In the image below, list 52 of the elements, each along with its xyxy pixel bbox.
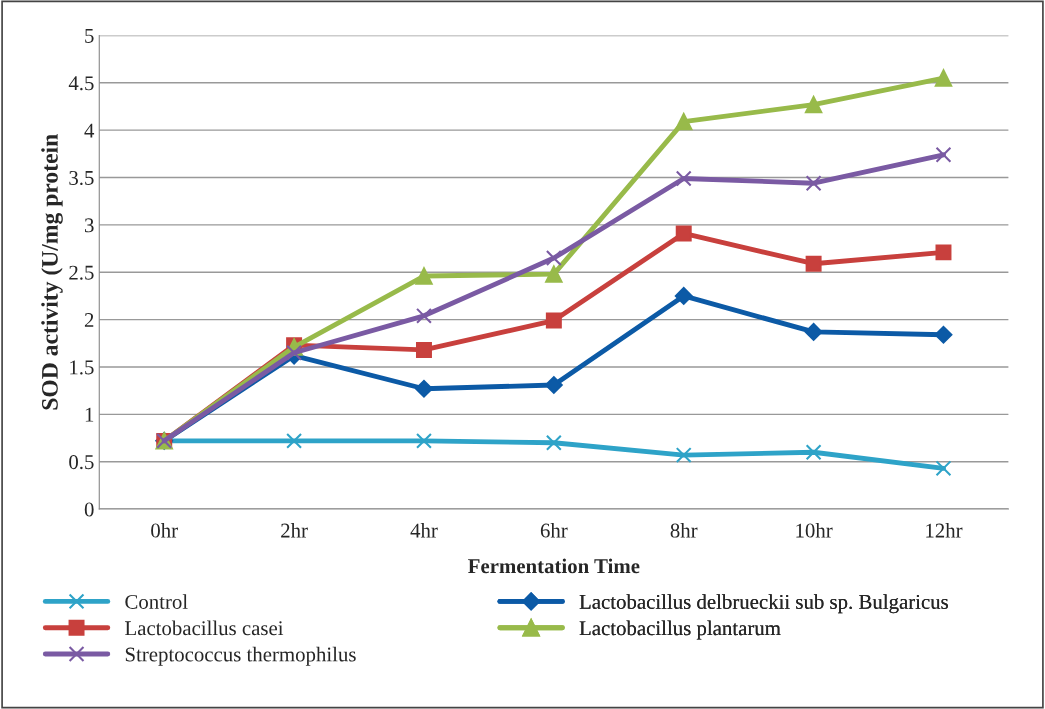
point — [545, 312, 562, 329]
point — [286, 344, 303, 361]
point — [805, 255, 822, 272]
x-tick-label: 4hr — [410, 522, 438, 538]
y-tick-label: 4.5 — [68, 76, 94, 91]
y-tick-label: 2 — [84, 313, 94, 327]
point — [545, 250, 562, 267]
point — [675, 447, 692, 464]
x-tick-label: 6hr — [540, 522, 568, 538]
point — [934, 325, 953, 344]
point — [545, 434, 562, 451]
y-tick-label: 3.5 — [69, 170, 94, 186]
y-axis-title: SOD activity (U/mg protein — [41, 134, 63, 410]
y-tick-label: 3 — [84, 218, 94, 233]
point — [415, 341, 432, 358]
legend-label: Lactobacillus delbrueckii sub sp. Bulgaricus — [579, 594, 948, 614]
point — [935, 460, 952, 477]
point — [805, 175, 822, 192]
point — [415, 379, 433, 398]
legend-label: Streptococcus thermophilus — [125, 646, 356, 666]
point — [545, 265, 563, 283]
y-tick-label: 0.5 — [69, 455, 94, 470]
point — [415, 432, 432, 449]
y-tick-label: 1.5 — [70, 360, 94, 375]
point — [286, 432, 303, 449]
x-tick-label: 0hr — [151, 522, 178, 538]
point — [935, 244, 952, 261]
legend-label: Control — [125, 594, 188, 609]
y-tick-label: 2.5 — [69, 265, 94, 280]
point — [415, 307, 432, 324]
point — [934, 69, 953, 87]
y-tick-label: 1 — [85, 407, 94, 422]
point — [544, 376, 563, 394]
y-tick-label: 4 — [84, 123, 95, 138]
y-tick-label: 5 — [85, 29, 94, 43]
legend-label: Lactobacillus casei — [125, 620, 284, 636]
y-tick-label: 0 — [84, 502, 94, 517]
point — [415, 267, 433, 285]
point — [674, 287, 693, 305]
point — [935, 146, 952, 163]
point — [804, 95, 823, 114]
x-tick-label: 8hr — [670, 522, 698, 538]
x-tick-label: 12hr — [926, 522, 963, 538]
point — [675, 170, 692, 187]
x-tick-label: 2hr — [281, 522, 308, 538]
x-tick-label: 10hr — [796, 522, 833, 538]
x-axis-title: Fermentation Time — [468, 558, 640, 574]
point — [804, 323, 823, 341]
point — [805, 444, 822, 461]
legend-label: Lactobacillus plantarum — [579, 620, 781, 640]
point — [675, 112, 693, 131]
point — [675, 225, 692, 242]
